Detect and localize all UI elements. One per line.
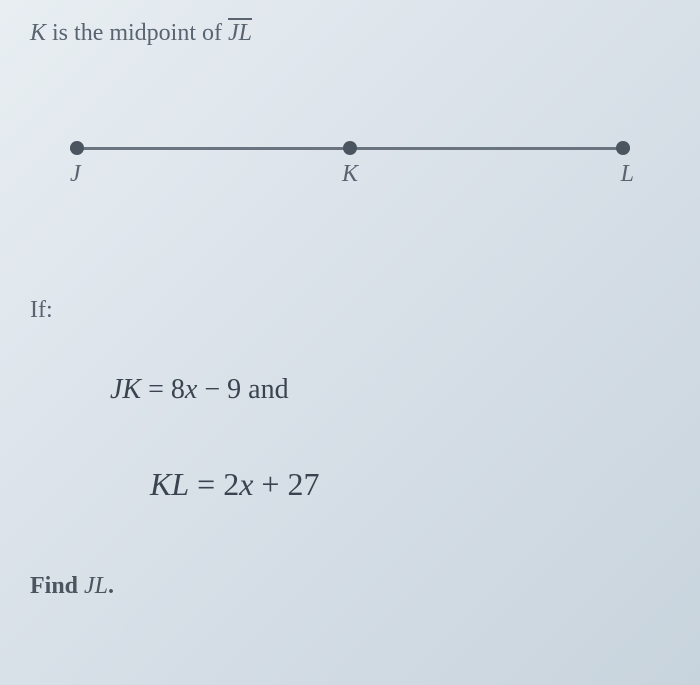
find-instruction: Find JL. (30, 573, 670, 600)
find-suffix: . (108, 573, 114, 599)
problem-statement: K is the midpoint of JL (30, 20, 670, 47)
eq1-coeff: 8 (171, 374, 185, 405)
point-k (343, 141, 357, 155)
eq2-op: + 27 (253, 466, 319, 502)
equation-jk: JK = 8x − 9 and (110, 374, 670, 406)
eq2-lhs: KL (150, 466, 189, 502)
point-j (70, 141, 84, 155)
midpoint-var: K (30, 20, 46, 46)
find-prefix: Find (30, 573, 84, 599)
eq1-op: − 9 (197, 374, 241, 405)
label-j: J (70, 161, 81, 188)
label-k: K (342, 161, 358, 188)
if-label: If: (30, 297, 670, 324)
eq1-lhs: JK (110, 374, 141, 405)
header-text: is the midpoint of (46, 20, 228, 46)
eq2-eq: = (189, 466, 223, 502)
eq2-var: x (239, 466, 253, 502)
eq2-coeff: 2 (223, 466, 239, 502)
find-segment: JL (84, 573, 108, 599)
label-l: L (621, 161, 634, 188)
eq1-var: x (185, 374, 197, 405)
line-segment-diagram: J K L (70, 137, 630, 197)
eq1-eq: = (141, 374, 171, 405)
eq1-suffix: and (241, 374, 288, 405)
point-l (616, 141, 630, 155)
segment-name: JL (228, 20, 252, 46)
equation-kl: KL = 2x + 27 (150, 466, 670, 503)
